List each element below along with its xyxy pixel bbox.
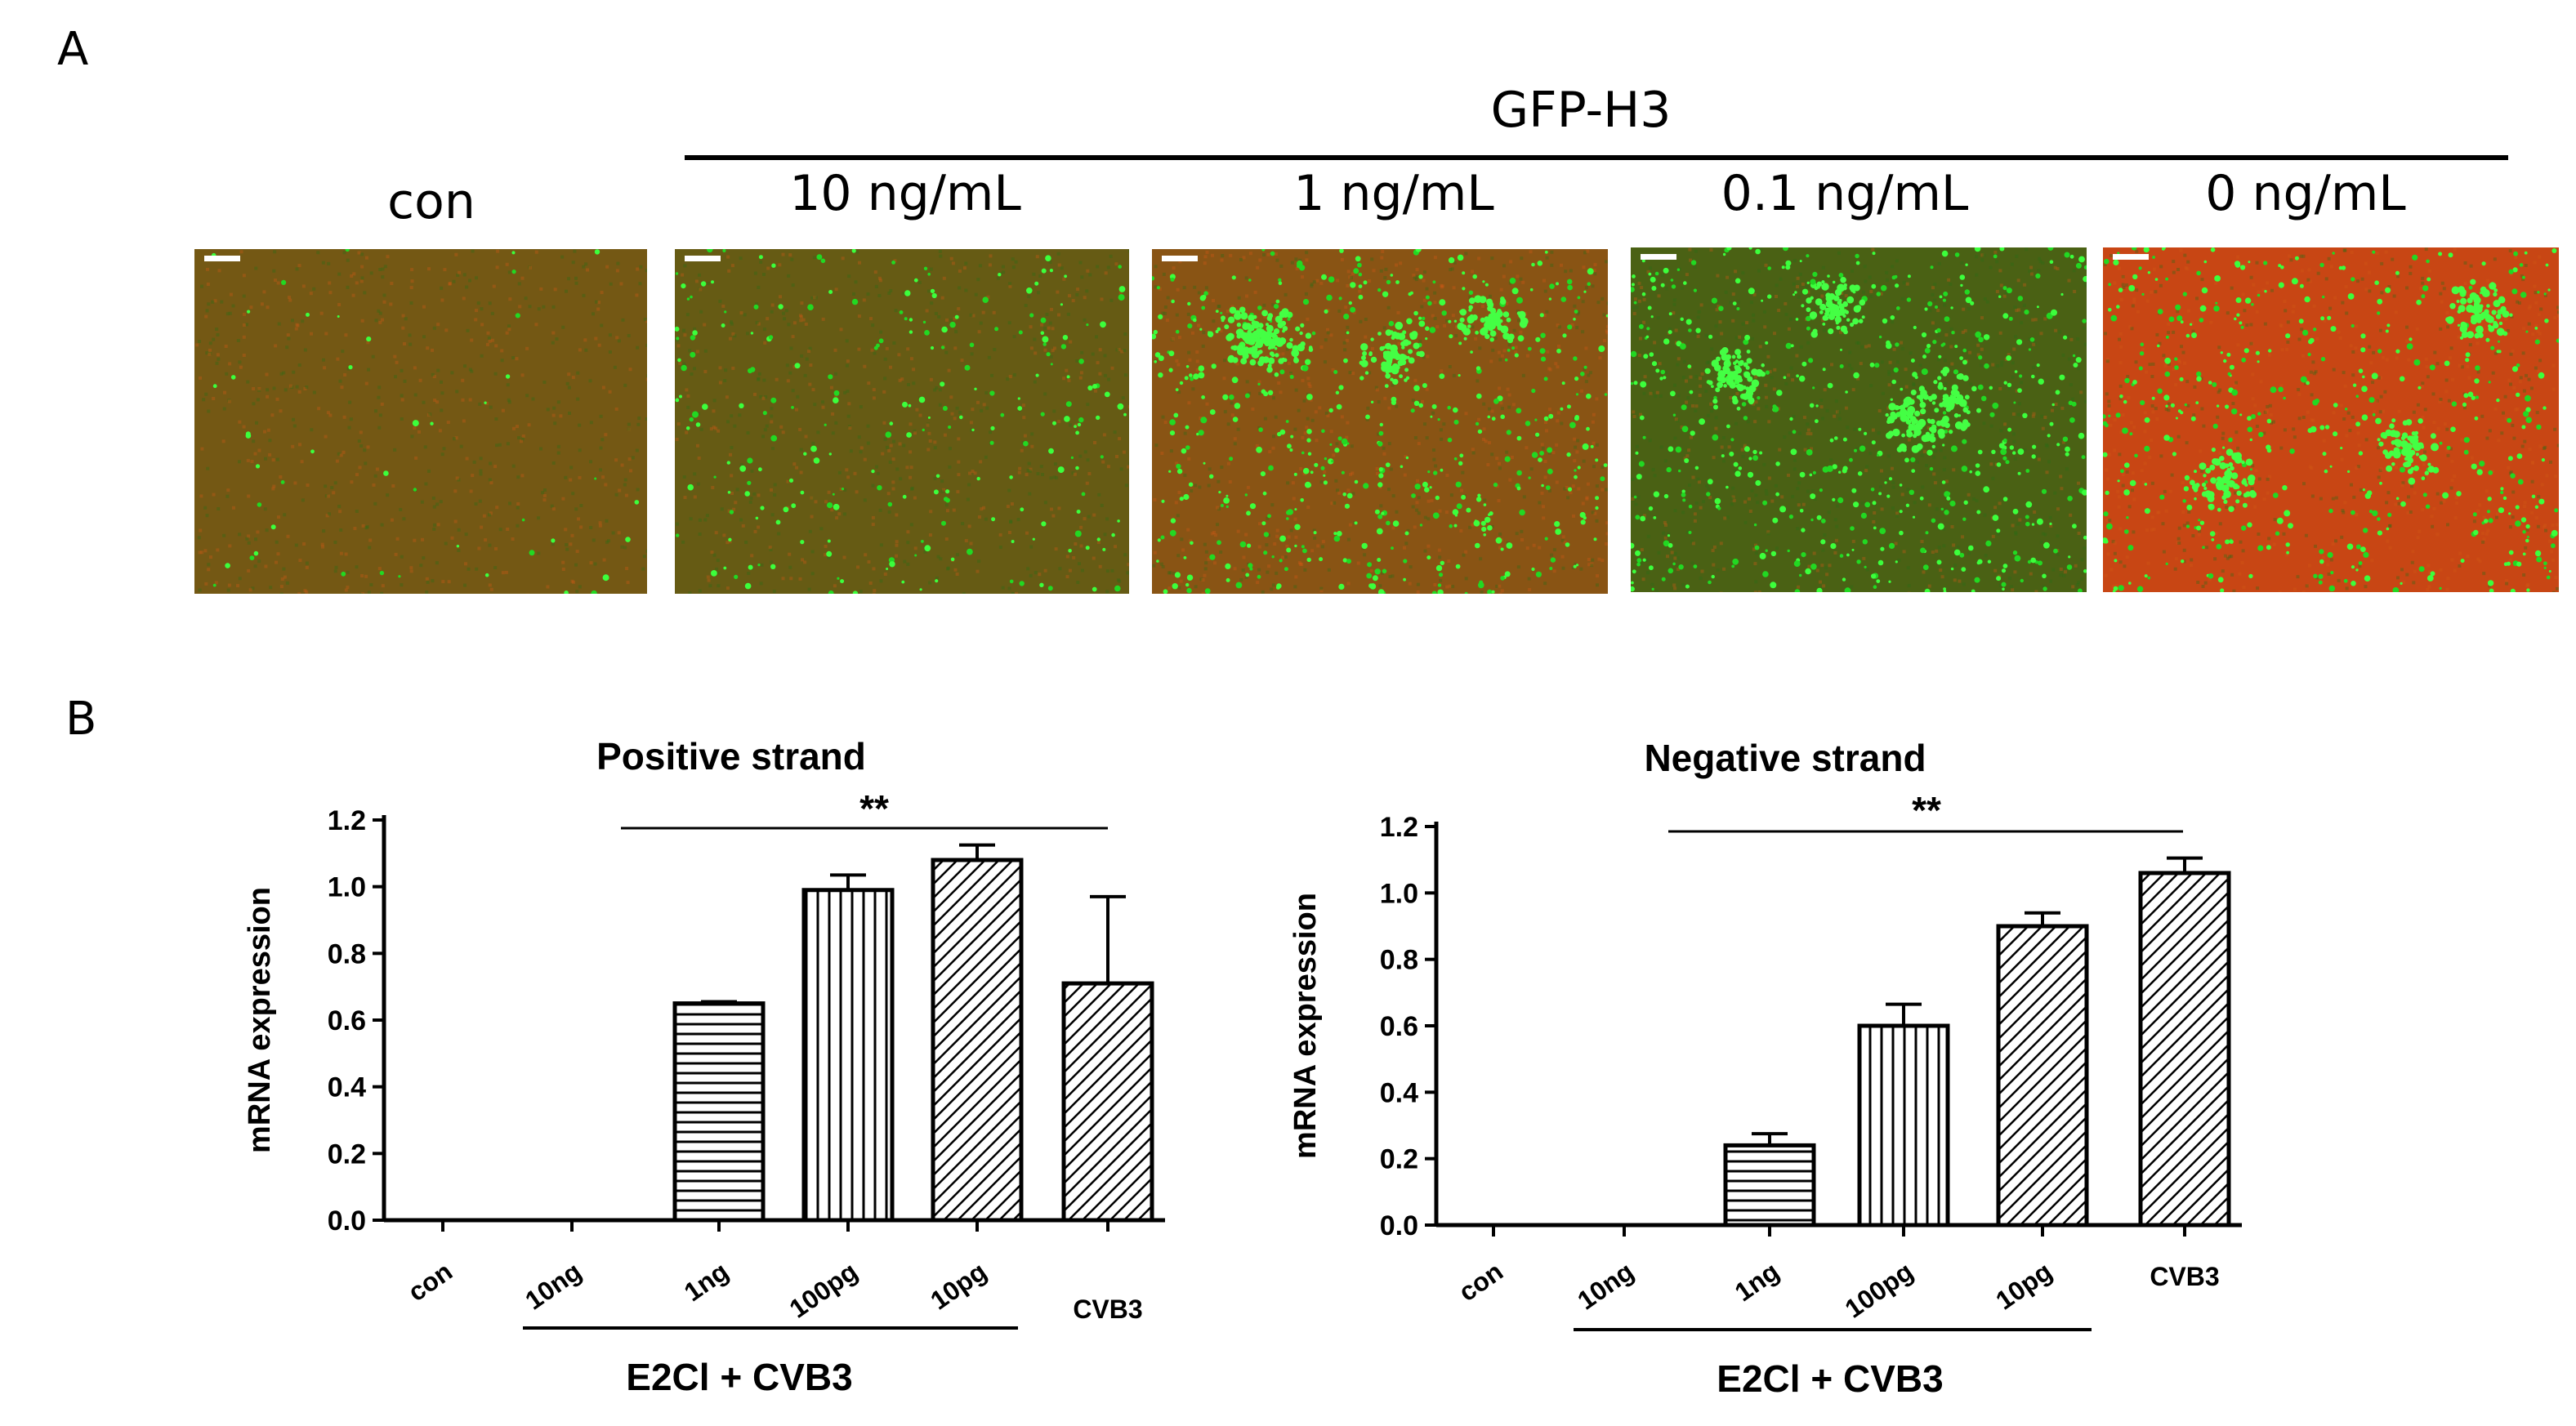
bar-10pg bbox=[931, 858, 1024, 1223]
x-tick-label: 10pg bbox=[1990, 1256, 2057, 1315]
y-tick-label: 0.0 bbox=[1380, 1210, 1418, 1241]
micrograph-1ng bbox=[1152, 249, 1608, 594]
x-tick-label: 1ng bbox=[1730, 1256, 1784, 1307]
significance-marker: ** bbox=[1912, 789, 1941, 831]
y-tick-label: 1.2 bbox=[328, 805, 366, 836]
x-tick-label: 10pg bbox=[925, 1256, 992, 1315]
bar-1ng bbox=[1723, 1143, 1816, 1228]
y-tick-label: 1.2 bbox=[1380, 812, 1418, 843]
y-tick-label: 0.8 bbox=[1380, 945, 1418, 976]
x-tick-label: CVB3 bbox=[1073, 1295, 1142, 1324]
y-tick-label: 0.6 bbox=[328, 1005, 366, 1036]
image-label-0-1ng: 0.1 ng/mL bbox=[1721, 165, 1969, 222]
panel-b-letter: B bbox=[65, 693, 97, 746]
x-tick-label: 100pg bbox=[1840, 1256, 1918, 1324]
micrograph-10ng bbox=[675, 249, 1129, 594]
y-tick-label: 0.0 bbox=[328, 1205, 366, 1237]
gfp-h3-label: GFP-H3 bbox=[1490, 82, 1672, 139]
group-label: E2Cl + CVB3 bbox=[626, 1356, 852, 1398]
scale-bar bbox=[204, 256, 240, 261]
image-label-0ng: 0 ng/mL bbox=[2205, 165, 2406, 222]
bar-1ng bbox=[672, 1001, 766, 1223]
y-axis-label: mRNA expression bbox=[1288, 893, 1323, 1159]
group-label: E2Cl + CVB3 bbox=[1717, 1357, 1943, 1400]
y-tick-label: 0.8 bbox=[328, 938, 366, 969]
x-tick-label: con bbox=[403, 1256, 458, 1307]
y-tick-label: 0.2 bbox=[328, 1139, 366, 1170]
x-tick-label: 10ng bbox=[520, 1256, 587, 1315]
x-tick-label: 1ng bbox=[679, 1256, 734, 1307]
bar-100pg bbox=[1857, 1023, 1950, 1228]
y-tick-label: 0.4 bbox=[1380, 1077, 1418, 1108]
panel-a-letter: A bbox=[57, 23, 89, 76]
significance-marker: ** bbox=[859, 787, 889, 830]
micrograph-con bbox=[194, 249, 647, 594]
scale-bar bbox=[685, 256, 721, 261]
bar-CVB3 bbox=[1061, 981, 1154, 1223]
bar-10pg bbox=[1996, 924, 2089, 1228]
bar-100pg bbox=[801, 888, 895, 1223]
y-tick-label: 1.0 bbox=[1380, 878, 1418, 909]
scale-bar bbox=[2113, 254, 2149, 260]
y-tick-label: 0.4 bbox=[328, 1072, 366, 1103]
y-tick-label: 1.0 bbox=[328, 872, 366, 903]
scale-bar bbox=[1162, 256, 1198, 261]
scale-bar bbox=[1641, 254, 1676, 260]
gfp-h3-line bbox=[685, 155, 2508, 160]
y-axis-label: mRNA expression bbox=[243, 887, 277, 1153]
bar-CVB3 bbox=[2138, 871, 2231, 1228]
image-label-10ng: 10 ng/mL bbox=[789, 165, 1021, 222]
chart-title: Positive strand bbox=[596, 735, 866, 778]
micrograph-0-1ng bbox=[1631, 247, 2087, 592]
x-tick-label: 10ng bbox=[1572, 1256, 1639, 1315]
image-label-1ng: 1 ng/mL bbox=[1293, 165, 1494, 222]
y-tick-label: 0.2 bbox=[1380, 1144, 1418, 1175]
micrograph-0ng bbox=[2103, 247, 2559, 592]
x-tick-label: con bbox=[1453, 1256, 1508, 1307]
x-tick-label: CVB3 bbox=[2150, 1262, 2219, 1291]
y-tick-label: 0.6 bbox=[1380, 1011, 1418, 1042]
x-tick-label: 100pg bbox=[784, 1256, 863, 1324]
chart-title: Negative strand bbox=[1644, 737, 1926, 779]
image-label-con: con bbox=[387, 173, 475, 230]
